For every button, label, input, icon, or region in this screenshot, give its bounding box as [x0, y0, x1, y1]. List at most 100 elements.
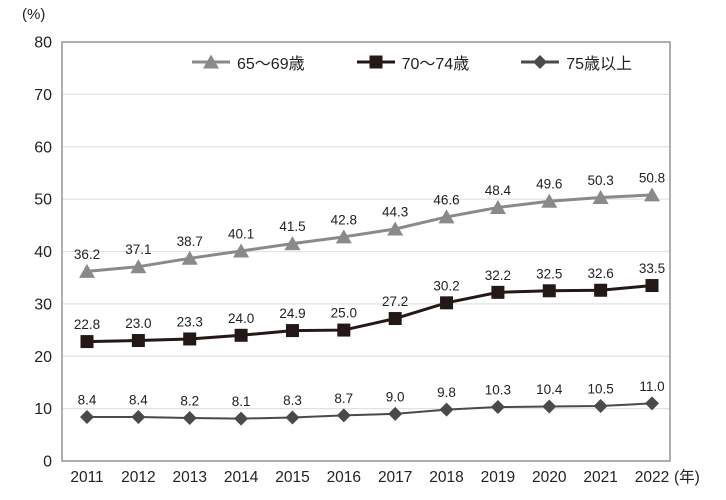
square-marker — [131, 334, 145, 348]
square-legend-icon — [356, 55, 395, 69]
legend-label: 70〜74歳 — [401, 56, 470, 73]
data-label: 9.8 — [437, 385, 456, 400]
data-label: 40.1 — [228, 226, 254, 241]
legend-item-1: 65〜69歳 — [192, 50, 305, 74]
triangle-legend-icon — [192, 54, 230, 69]
x-tick-label: 2012 — [121, 469, 155, 486]
triangle-marker — [233, 243, 250, 258]
x-tick-label: 2019 — [481, 469, 515, 486]
triangle-marker — [335, 229, 352, 244]
square-marker — [234, 328, 248, 342]
data-label: 10.3 — [485, 383, 511, 398]
diamond-marker — [182, 411, 197, 426]
data-label: 46.6 — [433, 192, 459, 207]
data-label: 32.2 — [485, 268, 511, 283]
x-tick-label: 2011 — [70, 469, 103, 486]
data-label: 9.0 — [386, 389, 405, 404]
x-axis-unit-label: (年) — [674, 468, 700, 486]
data-label: 25.0 — [331, 306, 357, 321]
data-label: 41.5 — [279, 219, 305, 234]
data-label: 8.7 — [334, 391, 353, 406]
series-line — [86, 193, 653, 273]
square-marker — [369, 55, 383, 69]
diamond-marker — [131, 410, 146, 425]
data-label: 23.0 — [125, 316, 151, 331]
legend: 65〜69歳 70〜74歳 75歳以上 — [192, 50, 632, 74]
data-label: 42.8 — [331, 212, 357, 227]
triangle-marker — [79, 263, 95, 278]
x-tick-label: 2014 — [224, 469, 259, 486]
y-tick-label: 80 — [34, 35, 52, 52]
triangle-marker — [387, 221, 404, 236]
data-label: 48.4 — [485, 183, 512, 198]
triangle-marker — [541, 193, 558, 208]
square-marker — [594, 283, 608, 297]
legend-label: 75歳以上 — [566, 56, 633, 73]
diamond-marker — [439, 402, 454, 417]
data-label: 10.5 — [587, 382, 613, 397]
series-1: 36.2 37.1 38.7 40.1 41.5 42.8 44.3 46.6 48.4 49.6… — [74, 170, 665, 278]
triangle-marker — [644, 187, 660, 202]
series-3: 8.4 8.4 8.2 8.1 8.3 8.7 9.0 9.8 10.3 10.4 10.5 11.0 — [78, 379, 665, 426]
data-label: 49.6 — [536, 177, 562, 192]
diamond-marker — [388, 406, 403, 421]
y-tick-label: 0 — [43, 454, 52, 471]
diamond-marker — [490, 400, 505, 415]
square-marker — [542, 284, 556, 298]
x-tick-label: 2022 — [635, 469, 669, 486]
x-tick-label: 2017 — [378, 469, 412, 486]
square-marker — [388, 312, 402, 326]
triangle-marker — [489, 200, 506, 215]
square-marker — [645, 279, 659, 293]
data-label: 37.1 — [125, 242, 151, 257]
triangle-marker — [130, 259, 147, 274]
diamond-marker — [645, 396, 659, 411]
y-tick-label: 30 — [34, 296, 52, 313]
series-2: 22.8 23.0 23.3 24.0 24.9 25.0 27.2 30.2 32.2 32.5… — [74, 261, 665, 349]
data-label: 32.5 — [536, 266, 562, 281]
y-tick-label: 50 — [34, 192, 52, 209]
data-label: 8.4 — [129, 393, 148, 408]
data-label: 50.8 — [639, 170, 665, 185]
diamond-marker — [593, 399, 608, 414]
legend-item-2: 70〜74歳 — [356, 50, 470, 74]
series-line — [86, 284, 653, 344]
y-tick-label: 60 — [34, 139, 52, 156]
data-label: 24.9 — [279, 306, 305, 321]
triangle-marker — [438, 209, 455, 224]
plot-border — [61, 41, 671, 462]
y-tick-label: 20 — [34, 349, 52, 366]
data-label: 10.4 — [536, 382, 563, 397]
diamond-marker — [234, 411, 249, 426]
data-label: 8.4 — [78, 393, 97, 408]
data-label: 44.3 — [382, 204, 408, 219]
data-label: 27.2 — [382, 294, 408, 309]
legend-item-3: 75歳以上 — [521, 50, 632, 74]
diamond-marker — [285, 410, 300, 425]
triangle-marker — [181, 250, 198, 265]
x-tick-label: 2018 — [429, 469, 463, 486]
diamond-marker — [533, 55, 548, 69]
data-label: 8.1 — [232, 394, 251, 409]
data-label: 32.6 — [587, 266, 613, 281]
x-tick-label: 2015 — [275, 469, 309, 486]
square-marker — [440, 296, 454, 310]
square-marker — [285, 324, 299, 338]
y-axis-unit-label: (%) — [22, 6, 46, 23]
legend-label: 65〜69歳 — [237, 56, 305, 73]
diamond-legend-icon — [521, 55, 560, 69]
x-tick-label: 2020 — [532, 469, 567, 486]
square-marker — [337, 323, 351, 337]
data-label: 36.2 — [74, 247, 100, 262]
square-marker — [183, 332, 197, 346]
data-label: 8.3 — [283, 393, 302, 408]
data-label: 30.2 — [433, 278, 459, 293]
diamond-marker — [336, 408, 351, 423]
triangle-marker — [284, 236, 301, 251]
data-label: 38.7 — [177, 234, 203, 249]
diamond-marker — [542, 399, 557, 414]
x-tick-label: 2013 — [172, 469, 206, 486]
diamond-marker — [80, 410, 94, 425]
